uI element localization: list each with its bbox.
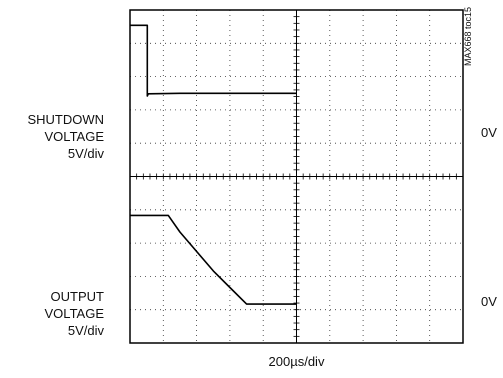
- plot-frame: [129, 9, 464, 344]
- graticule: [129, 9, 464, 344]
- channel-2-label-line-3: 5V/div: [67, 323, 104, 338]
- channel-1-label: SHUTDOWN VOLTAGE 5V/div: [0, 111, 104, 162]
- channel-2-label: OUTPUT VOLTAGE 5V/div: [0, 288, 104, 339]
- traces: [130, 24, 297, 305]
- channel-1-trace: [130, 24, 297, 97]
- channel-1-label-line-3: 5V/div: [67, 146, 104, 161]
- channel-2-label-line-2: VOLTAGE: [44, 306, 104, 321]
- channel-1-label-line-2: VOLTAGE: [44, 129, 104, 144]
- channel-2-trace: [130, 214, 297, 305]
- channel-1-zero-label: 0V: [481, 125, 497, 140]
- timebase-label: 200µs/div: [268, 354, 325, 369]
- channel-2-label-line-1: OUTPUT: [50, 289, 104, 304]
- channel-2-zero-label: 0V: [481, 294, 497, 309]
- channel-1-label-line-1: SHUTDOWN: [27, 112, 104, 127]
